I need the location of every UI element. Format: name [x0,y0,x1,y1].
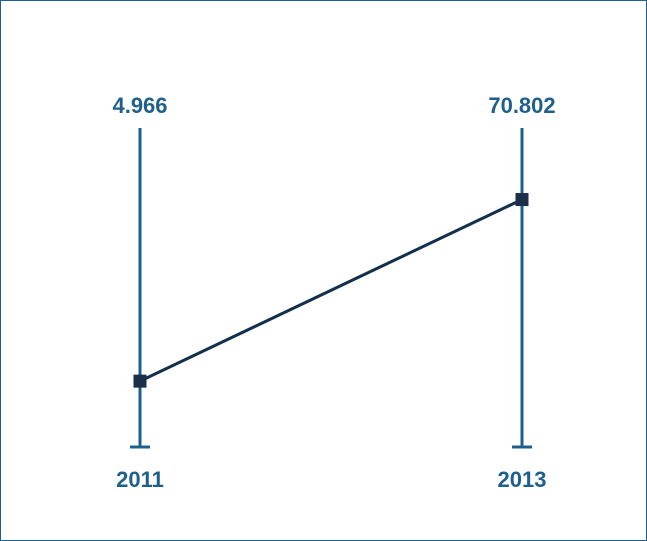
category-label-2011: 2011 [116,467,164,492]
series-line-group [133,193,529,388]
value-label-2013: 70.802 [488,93,555,118]
series-line [139,198,523,383]
category-label-2013: 2013 [498,467,547,492]
data-point-2013 [515,193,529,207]
labels-group: 2011 4.966 2013 70.802 [112,93,555,492]
data-point-2011 [133,374,147,388]
vertical-axes [130,128,532,449]
value-label-2011: 4.966 [112,93,167,118]
